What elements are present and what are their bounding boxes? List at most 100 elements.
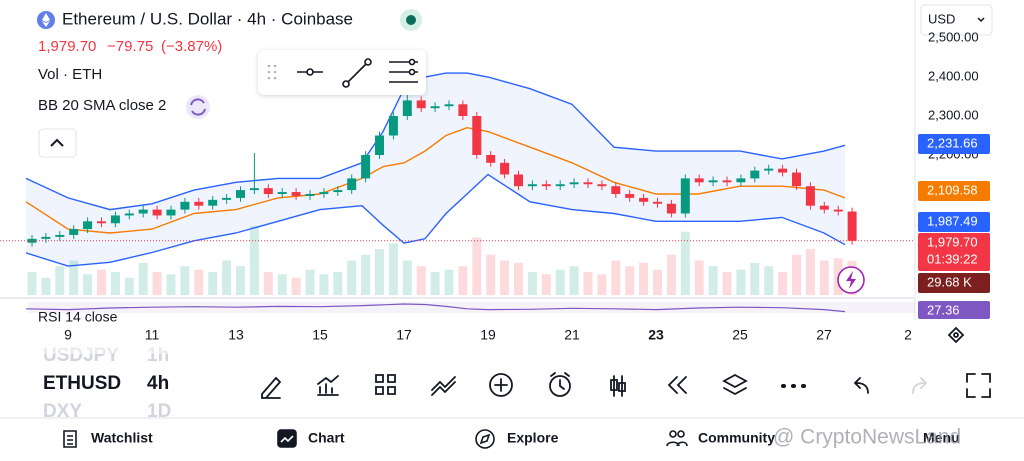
candle-body: [347, 178, 357, 191]
candle-body: [555, 184, 565, 187]
currency-select[interactable]: [920, 4, 993, 36]
candle-body: [69, 229, 79, 235]
candle-body: [402, 100, 412, 116]
date-tick-label: 19: [480, 327, 496, 343]
rsi-badge-bg: [918, 301, 990, 319]
undo[interactable]: [853, 377, 869, 394]
add-tool[interactable]: [489, 373, 513, 397]
volume-bar: [430, 272, 440, 295]
settings-button[interactable]: [947, 326, 965, 344]
plot-area: [0, 72, 915, 295]
candle-body: [110, 215, 120, 224]
price-change-pct: (−3.87%): [161, 38, 222, 55]
volume-bar: [583, 272, 593, 295]
volume-indicator[interactable]: Vol · ETH: [38, 66, 102, 83]
candle-body: [333, 190, 343, 193]
volume-bar: [291, 277, 301, 295]
nav-item[interactable]: Menu: [923, 430, 960, 446]
replay-tool[interactable]: [667, 376, 687, 394]
redo[interactable]: [912, 377, 928, 394]
volume-bar: [569, 266, 579, 295]
volume-bar: [305, 269, 315, 295]
candle-body: [611, 186, 621, 194]
volume-bar: [653, 269, 662, 295]
bb-band-line: [25, 72, 846, 211]
date-tick-label: 21: [564, 327, 580, 343]
interval[interactable]: 1D: [147, 401, 171, 422]
horizontal-line-tool[interactable]: [297, 68, 323, 76]
candle-body: [694, 178, 704, 183]
last-price: 1,979.70: [38, 38, 96, 55]
candle-body: [444, 104, 454, 107]
symbol[interactable]: ETHUSD: [43, 373, 121, 394]
eth-glyph: [42, 13, 50, 27]
chart-type-tool[interactable]: [610, 375, 626, 397]
candle-body: [291, 192, 301, 196]
alert-tool[interactable]: [549, 375, 571, 397]
date-tick-label: 23: [648, 327, 664, 343]
candle-body: [472, 116, 482, 155]
layers-tool[interactable]: [722, 373, 748, 396]
volume-bar: [166, 274, 176, 295]
date-tick-label: 2: [904, 327, 912, 343]
fullscreen[interactable]: [966, 373, 991, 398]
settings-tool[interactable]: [389, 58, 418, 83]
candle-body: [416, 100, 426, 109]
candle-body: [249, 188, 259, 191]
candle-body: [597, 184, 607, 187]
volume-bar: [180, 266, 190, 295]
candle-body: [97, 221, 106, 224]
candle-body: [83, 221, 93, 230]
candle-body: [625, 194, 635, 198]
bb-lower-badge: 1,987.49: [927, 213, 978, 228]
nav-item[interactable]: Chart: [308, 430, 345, 446]
nav-item[interactable]: Community: [698, 430, 775, 446]
candle-body: [55, 234, 65, 237]
candle-body: [639, 197, 649, 202]
currency: USD: [928, 11, 955, 26]
candle-body: [319, 192, 329, 194]
volume-bar: [819, 260, 829, 295]
bb-middle-badge: 2,109.58: [927, 182, 978, 197]
candle-body: [361, 155, 371, 179]
rsi-line: [25, 303, 846, 313]
trend-line-tool[interactable]: [342, 58, 372, 88]
rsi-indicator: RSI 14 close: [38, 309, 118, 325]
candle-body: [208, 199, 218, 206]
volume-bar: [222, 260, 232, 295]
volume-bar: [639, 262, 649, 295]
candle-body: [778, 168, 788, 173]
candle-body: [514, 174, 523, 187]
candle-body: [708, 180, 718, 183]
collapse-button[interactable]: [38, 128, 77, 158]
chart-icon: [277, 429, 297, 448]
compare-tool[interactable]: [431, 376, 456, 396]
bb-indicator[interactable]: BB 20 SMA close 2: [38, 97, 166, 114]
volume-bar: [55, 266, 65, 295]
volume-bar: [694, 260, 704, 295]
last-price-badge-bg: [918, 233, 990, 271]
draw-tool[interactable]: [261, 376, 282, 399]
volume-bar: [708, 266, 718, 295]
date-tick-label: 13: [228, 327, 244, 343]
interval[interactable]: 4h: [147, 373, 169, 394]
candle-body: [819, 205, 829, 210]
nav-item[interactable]: Watchlist: [91, 430, 153, 446]
volume-bar: [792, 254, 801, 295]
indicators-tool[interactable]: [317, 375, 339, 396]
volume-bar: [97, 269, 106, 295]
candle-body: [653, 201, 662, 204]
volume-bar: [805, 249, 815, 295]
countdown: 01:39:22: [927, 251, 978, 266]
volume-bar: [611, 260, 621, 295]
date-tick-label: 9: [64, 327, 72, 343]
drag-handle[interactable]: [267, 64, 277, 80]
volume-bar: [110, 272, 120, 295]
candle-body: [263, 188, 273, 194]
nav-item[interactable]: Explore: [507, 430, 559, 446]
volume-bar: [236, 266, 245, 295]
symbol[interactable]: DXY: [43, 401, 82, 422]
candle-body: [388, 116, 398, 136]
layout-tool[interactable]: [375, 374, 396, 395]
volume-bar: [402, 260, 412, 295]
